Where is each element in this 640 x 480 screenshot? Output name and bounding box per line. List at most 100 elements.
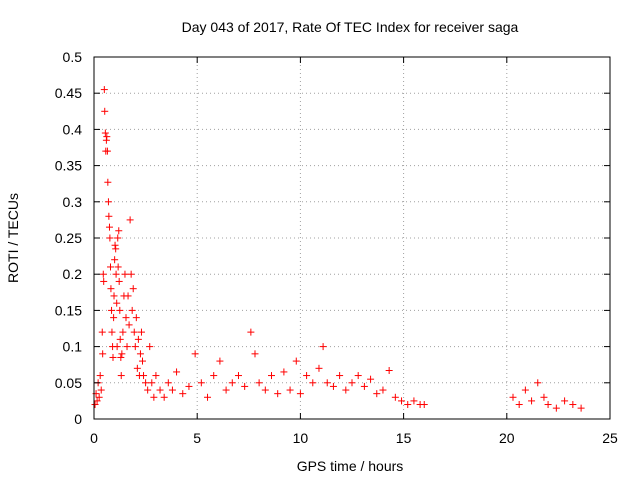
data-point	[329, 382, 337, 390]
data-point	[107, 263, 115, 271]
data-point	[336, 372, 344, 380]
data-point	[129, 285, 137, 293]
data-point	[286, 386, 294, 394]
data-point	[123, 343, 131, 351]
data-point	[110, 314, 118, 322]
data-point	[114, 234, 122, 242]
y-tick-label: 0.15	[55, 302, 82, 318]
data-point	[101, 107, 109, 115]
data-point	[323, 379, 331, 387]
data-point	[292, 357, 300, 365]
data-point	[367, 375, 375, 383]
data-point	[534, 379, 542, 387]
data-point	[348, 379, 356, 387]
data-point	[117, 353, 125, 361]
data-point	[111, 256, 119, 264]
data-point	[113, 343, 121, 351]
data-point	[100, 277, 108, 285]
data-point	[117, 372, 125, 380]
data-point	[544, 401, 552, 409]
data-point	[515, 401, 523, 409]
data-point	[121, 270, 129, 278]
points-layer	[91, 86, 585, 412]
data-point	[127, 270, 135, 278]
data-point	[379, 386, 387, 394]
x-tick-label: 0	[90, 430, 98, 446]
data-point	[280, 368, 288, 376]
data-point	[216, 357, 224, 365]
x-tick-label: 25	[602, 430, 618, 446]
data-point	[160, 393, 168, 401]
data-point	[98, 328, 106, 336]
data-point	[100, 86, 108, 94]
y-axis-label: ROTI / TECUs	[5, 193, 21, 283]
data-point	[255, 379, 263, 387]
data-point	[385, 366, 393, 374]
data-point	[268, 372, 276, 380]
data-point	[128, 306, 136, 314]
data-point	[540, 393, 548, 401]
data-point	[96, 372, 104, 380]
grid-layer	[94, 57, 610, 419]
data-point	[107, 285, 115, 293]
data-point	[569, 401, 577, 409]
data-point	[521, 386, 529, 394]
data-point	[118, 350, 126, 358]
y-tick-label: 0.35	[55, 158, 82, 174]
data-point	[125, 321, 133, 329]
data-point	[109, 353, 117, 361]
data-point	[104, 198, 112, 206]
y-tick-label: 0.5	[63, 49, 83, 65]
data-point	[122, 314, 130, 322]
data-point	[146, 343, 154, 351]
data-point	[132, 314, 140, 322]
data-point	[139, 357, 147, 365]
data-point	[142, 379, 150, 387]
data-point	[130, 328, 138, 336]
data-point	[113, 299, 121, 307]
data-point	[528, 397, 536, 405]
data-point	[360, 382, 368, 390]
data-point	[95, 393, 103, 401]
data-point	[144, 386, 152, 394]
data-point	[173, 368, 181, 376]
data-point	[296, 390, 304, 398]
y-tick-label: 0.25	[55, 230, 82, 246]
data-point	[116, 335, 124, 343]
plot-frame	[93, 56, 611, 420]
chart-title: Day 043 of 2017, Rate Of TEC Index for r…	[182, 19, 519, 35]
data-point	[222, 386, 230, 394]
data-point	[119, 328, 127, 336]
data-point	[137, 328, 145, 336]
data-point	[136, 350, 144, 358]
y-tick-label: 0.1	[63, 339, 83, 355]
data-point	[228, 379, 236, 387]
data-point	[309, 379, 317, 387]
data-point	[164, 379, 172, 387]
data-point	[319, 343, 327, 351]
data-point	[108, 328, 116, 336]
data-point	[99, 270, 107, 278]
x-tick-label: 10	[293, 430, 309, 446]
data-point	[104, 178, 112, 186]
data-point	[197, 379, 205, 387]
data-point	[115, 277, 123, 285]
data-point	[140, 372, 148, 380]
data-point	[131, 343, 139, 351]
data-point	[134, 335, 142, 343]
y-tick-label: 0	[74, 411, 82, 427]
data-point	[179, 390, 187, 398]
data-point	[234, 372, 242, 380]
data-point	[156, 386, 164, 394]
data-point	[91, 401, 99, 409]
x-tick-label: 5	[193, 430, 201, 446]
data-point	[103, 133, 111, 141]
data-point	[561, 397, 569, 405]
data-point	[108, 306, 116, 314]
y-tick-label: 0.3	[63, 194, 83, 210]
data-point	[99, 350, 107, 358]
data-point	[185, 382, 193, 390]
data-point	[552, 404, 560, 412]
data-point	[315, 364, 323, 372]
